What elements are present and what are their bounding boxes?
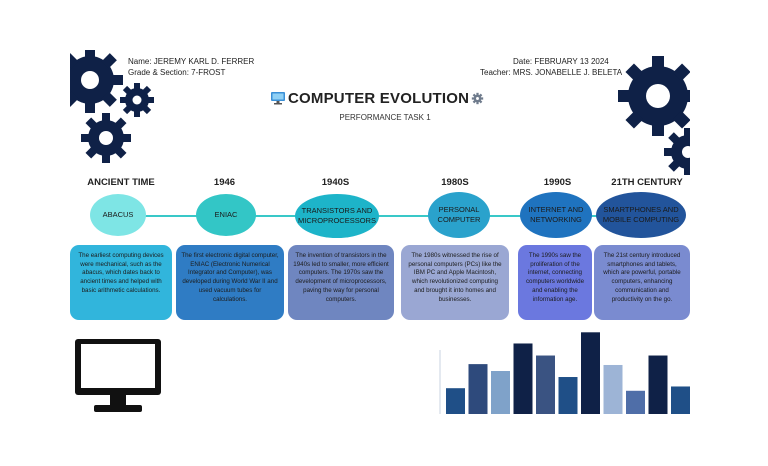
era-label: 1940S [321,177,350,188]
computer-monitor-icon [271,92,285,105]
timeline-bubble: TRANSISTORS AND MICROPROCESSORS [295,194,379,238]
era-label: 1946 [213,177,236,188]
gear-icon [471,92,484,104]
timeline-bubble: INTERNET AND NETWORKING [520,192,592,238]
bubble-label: TRANSISTORS AND MICROPROCESSORS [298,206,376,225]
teacher: Teacher: MRS. JONABELLE J. BELETA [480,68,623,77]
poster: Name: JEREMY KARL D. FERRER Grade & Sect… [70,50,690,418]
bubble-label: PERSONAL COMPUTER [437,205,481,224]
subtitle: PERFORMANCE TASK 1 [339,113,431,122]
timeline-card: The 1990s saw the proliferation of the i… [518,245,592,320]
gear-icon [81,113,131,163]
title-row: COMPUTER EVOLUTION [270,89,510,107]
era-label: ANCIENT TIME [87,177,155,188]
decor-bar [446,388,465,414]
timeline-line [110,215,680,217]
decor-bar [603,364,623,414]
date: Date: FEBRUARY 13 2024 [513,57,609,66]
student-name: Name: JEREMY KARL D. FERRER [128,57,255,66]
decor-bar [513,343,533,414]
decorative-bar-graphic [439,332,690,414]
decor-bar [648,355,668,414]
era-label: 1990S [543,177,572,188]
bubble-label: INTERNET AND NETWORKING [528,205,584,224]
timeline-bubble: ABACUS [90,194,146,236]
decor-bar [468,364,488,414]
era-label: 1980S [441,177,469,188]
decor-bar [581,332,600,414]
gear-icon [120,83,154,117]
page-title: COMPUTER EVOLUTION [288,89,470,107]
timeline-card: The 1980s witnessed the rise of personal… [401,245,509,320]
timeline-bubble: SMARTPHONES AND MOBILE COMPUTING [596,192,686,238]
decor-bar [671,386,690,414]
timeline-card: The first electronic digital computer, E… [176,245,284,320]
timeline-card: The 21st century introduced smartphones … [594,245,690,320]
gear-icon [618,56,690,136]
desktop-computer-icon [75,339,161,412]
decor-bar [536,355,555,414]
grade-section: Grade & Section: 7-FROST [128,68,226,77]
gear-cluster-right [618,56,690,175]
decor-bar [558,377,578,414]
timeline-bubble: ENIAC [196,194,256,236]
timeline-bubble: PERSONAL COMPUTER [428,192,490,238]
timeline-card: The invention of transistors in the 1940… [288,245,394,320]
gear-icon [664,128,690,175]
bubble-label: ABACUS [102,210,134,219]
bubble-label: ENIAC [214,210,238,219]
bubble-label: SMARTPHONES AND MOBILE COMPUTING [602,205,680,224]
decor-bar [491,371,510,414]
timeline-card: The earliest computing devices were mech… [70,245,172,320]
gear-icon [70,50,123,113]
decor-bar [626,390,645,414]
gear-cluster-left [70,50,154,163]
era-label: 21TH CENTURY [611,177,683,188]
